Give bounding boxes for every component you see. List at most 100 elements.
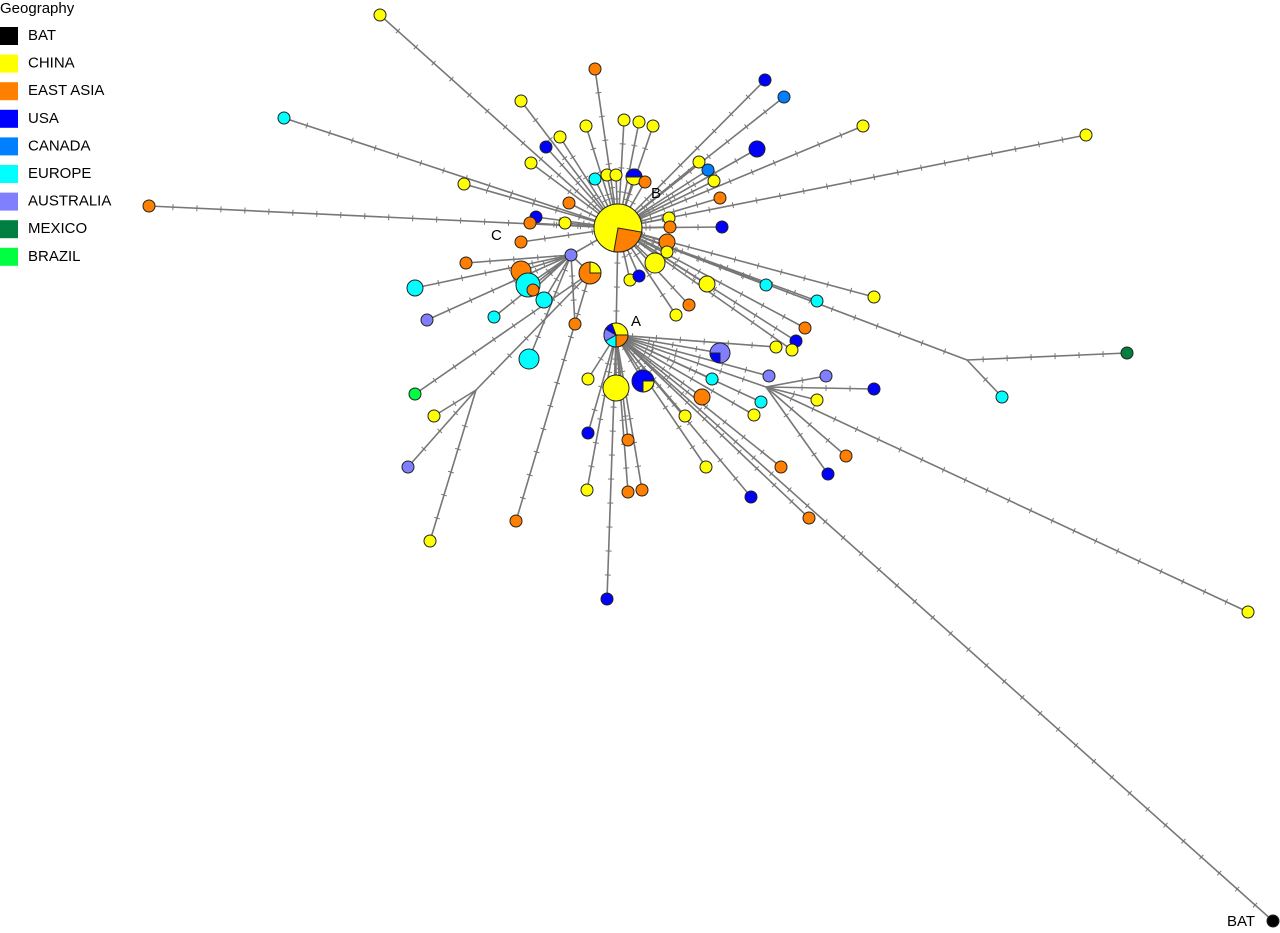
- nodes: [142, 8, 1280, 928]
- edge-tick: [733, 299, 738, 306]
- edge-tick: [534, 267, 539, 274]
- edge-tick: [755, 197, 758, 204]
- edge: [379, 14, 619, 229]
- node-wedge: [613, 227, 643, 253]
- edge-tick: [531, 260, 534, 267]
- edge-tick: [559, 162, 565, 168]
- edge-tick: [804, 503, 810, 509]
- node-wedge: [625, 168, 643, 178]
- edge-tick: [1050, 517, 1054, 524]
- edge-tick: [656, 384, 662, 389]
- legend-label: EAST ASIA: [28, 82, 104, 99]
- edge-tick: [802, 188, 805, 195]
- edge-tick: [984, 662, 989, 668]
- node: [821, 467, 835, 481]
- edge-tick: [543, 235, 546, 242]
- edge-tick: [373, 145, 377, 152]
- node: [678, 409, 692, 423]
- edge-tick: [1091, 758, 1097, 764]
- legend-label: USA: [28, 110, 59, 127]
- edge-tick: [715, 423, 721, 429]
- edge: [283, 117, 619, 229]
- edge-tick: [598, 356, 604, 361]
- node: [867, 382, 881, 396]
- edge-tick: [1055, 726, 1061, 732]
- edge-tick: [756, 262, 760, 269]
- edge: [414, 254, 572, 289]
- edge-tick: [990, 150, 993, 157]
- node: [635, 483, 649, 497]
- edge-tick: [533, 197, 537, 204]
- legend-swatch: [0, 54, 18, 73]
- edge: [465, 254, 572, 264]
- edge-tick: [685, 389, 690, 395]
- edge-tick: [920, 340, 924, 347]
- edge-tick: [606, 371, 613, 374]
- edge-tick: [736, 449, 742, 455]
- edge-tick: [570, 155, 576, 160]
- edge-tick: [1216, 870, 1222, 876]
- edge-tick: [696, 360, 700, 367]
- edge-tick: [717, 457, 723, 463]
- edge-tick: [811, 452, 817, 457]
- edge-tick: [698, 354, 701, 361]
- edge-tick: [678, 174, 683, 180]
- node: [408, 387, 422, 401]
- edge-tick: [833, 416, 837, 423]
- edge-tick: [1163, 822, 1168, 828]
- edge-tick: [839, 132, 843, 139]
- node: [1120, 346, 1134, 360]
- legend: Geography BAT CHINA EAST ASIA USA CANADA EURO…: [0, 0, 111, 266]
- edge-tick: [966, 646, 971, 652]
- edge-tick: [750, 169, 754, 176]
- edge-tick: [920, 164, 923, 171]
- edge-tick: [487, 182, 491, 189]
- edge-tick: [551, 295, 556, 302]
- edge-tick: [666, 374, 671, 380]
- edge-tick: [731, 400, 736, 406]
- node: [526, 283, 540, 297]
- edge-tick: [753, 312, 758, 319]
- edge-tick: [687, 244, 690, 251]
- edge-tick: [702, 439, 708, 444]
- edge-tick: [693, 368, 698, 375]
- edge-tick: [876, 436, 881, 443]
- edge-tick: [576, 175, 582, 180]
- node: [762, 369, 776, 383]
- legend-swatch: [0, 220, 18, 239]
- edge: [615, 334, 770, 377]
- edge: [617, 125, 864, 229]
- node: [715, 220, 729, 234]
- edge-tick: [562, 156, 568, 161]
- edge-tick: [1019, 694, 1025, 700]
- edge-tick: [625, 343, 631, 349]
- edge-tick: [898, 331, 902, 338]
- edge-tick: [421, 446, 427, 452]
- edge-tick: [853, 314, 857, 321]
- edge-tick: [1137, 558, 1141, 565]
- edge: [615, 334, 629, 493]
- legend-swatch: [0, 165, 18, 183]
- edge-tick: [547, 404, 554, 408]
- cluster-label: A: [631, 313, 641, 330]
- legend-label: CANADA: [28, 137, 91, 154]
- edge-tick: [526, 473, 533, 477]
- node: [562, 196, 576, 210]
- edge-tick: [691, 278, 696, 284]
- edge-tick: [694, 145, 700, 151]
- legend-label: AUSTRALIA: [28, 193, 111, 210]
- legend-label: BRAZIL: [28, 248, 81, 265]
- edge-tick: [676, 257, 680, 263]
- edge: [615, 334, 1274, 922]
- edge-tick: [419, 160, 423, 167]
- edge-tick: [533, 450, 540, 454]
- edge-tick: [650, 348, 654, 355]
- edge-tick: [413, 44, 419, 50]
- edge-tick: [1037, 141, 1040, 148]
- edge-tick: [722, 419, 728, 425]
- edge: [414, 272, 591, 395]
- node-label: BAT: [1227, 913, 1255, 930]
- edge-tick: [708, 206, 711, 213]
